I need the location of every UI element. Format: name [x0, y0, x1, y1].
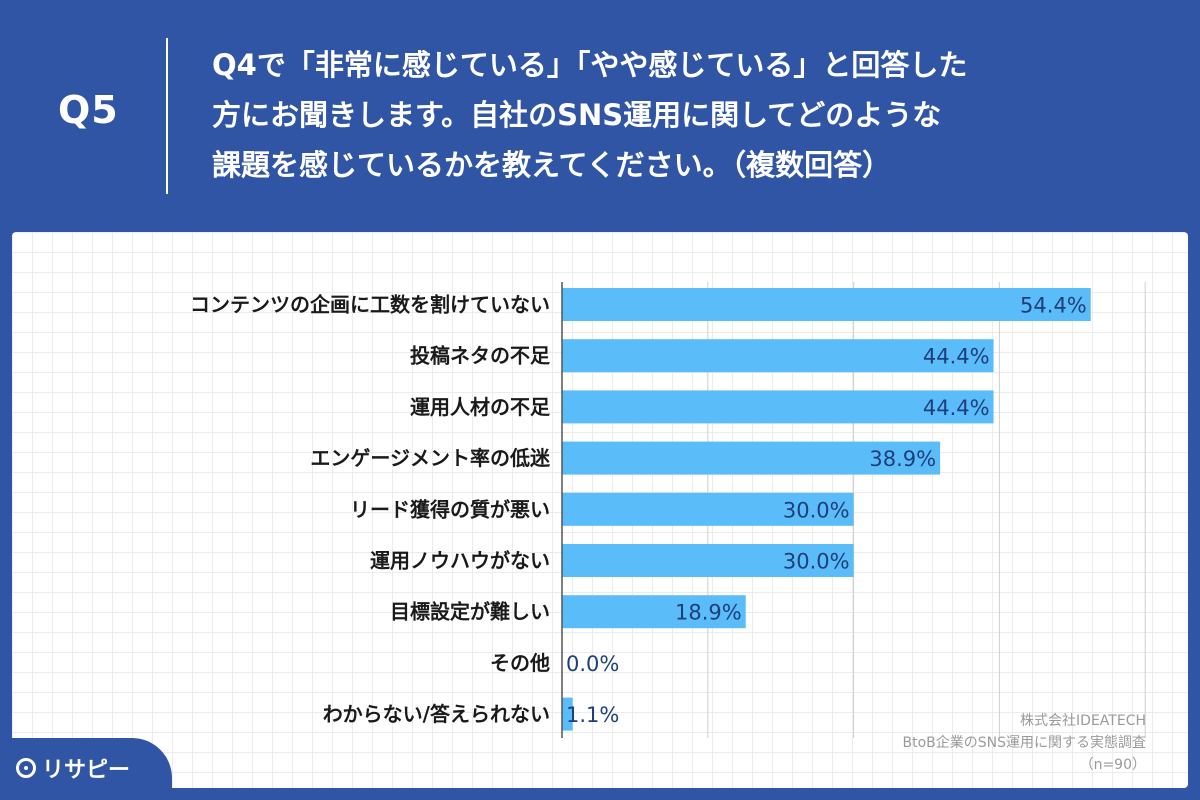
- question-line: 課題を感じているかを教えてください。（複数回答）: [212, 148, 892, 182]
- question-number: Q5: [58, 88, 119, 132]
- header-divider: [166, 38, 168, 194]
- value-label: 38.9%: [869, 447, 936, 471]
- category-label: 運用ノウハウがない: [370, 549, 550, 573]
- logo-text: リサピー: [42, 758, 131, 783]
- question-header: Q5 Q4で「非常に感じている」「やや感じている」と回答した 方にお聞きします。…: [0, 0, 1200, 232]
- credit-survey: BtoB企業のSNS運用に関する実態調査: [902, 735, 1146, 751]
- bar: [562, 544, 854, 577]
- category-label: その他: [490, 651, 550, 675]
- value-label: 44.4%: [923, 345, 990, 369]
- bar: [562, 697, 573, 731]
- category-label: 目標設定が難しい: [390, 600, 550, 624]
- question-text: Q4で「非常に感じている」「やや感じている」と回答した 方にお聞きします。自社の…: [212, 40, 1172, 190]
- brand-logo: リサピー: [16, 752, 130, 784]
- question-line: Q4で「非常に感じている」「やや感じている」と回答した: [212, 48, 968, 82]
- value-label: 30.0%: [783, 498, 850, 522]
- category-label: コンテンツの企画に工数を割けていない: [190, 293, 550, 317]
- pin-icon: [16, 758, 36, 778]
- category-label: リード獲得の質が悪い: [350, 497, 550, 521]
- value-label: 18.9%: [675, 601, 742, 625]
- value-label: 0.0%: [566, 652, 619, 676]
- category-label: わからない/答えられない: [323, 702, 550, 726]
- bar-chart: コンテンツの企画に工数を割けていない 54.4% 投稿ネタの不足 44.4% 運用人材の…: [190, 282, 1146, 738]
- bar: [562, 492, 854, 526]
- credit-sample: （n=90）: [1079, 757, 1146, 773]
- category-label: 投稿ネタの不足: [410, 344, 551, 368]
- question-line: 方にお聞きします。自社のSNS運用に関してどのような: [212, 98, 942, 132]
- bar: [562, 339, 994, 373]
- bar: [562, 595, 746, 629]
- value-label: 1.1%: [566, 703, 619, 727]
- bar: [562, 441, 941, 475]
- bar: [562, 390, 994, 424]
- chart-panel: コンテンツの企画に工数を割けていない 54.4% 投稿ネタの不足 44.4% 運用人材の…: [12, 232, 1188, 788]
- value-label: 44.4%: [923, 396, 990, 420]
- value-label: 54.4%: [1020, 294, 1087, 318]
- category-label: 運用人材の不足: [410, 395, 551, 419]
- credit-company: 株式会社IDEATECH: [1020, 713, 1146, 729]
- bar: [562, 288, 1091, 321]
- category-label: エンゲージメント率の低迷: [310, 446, 551, 470]
- value-label: 30.0%: [783, 550, 850, 574]
